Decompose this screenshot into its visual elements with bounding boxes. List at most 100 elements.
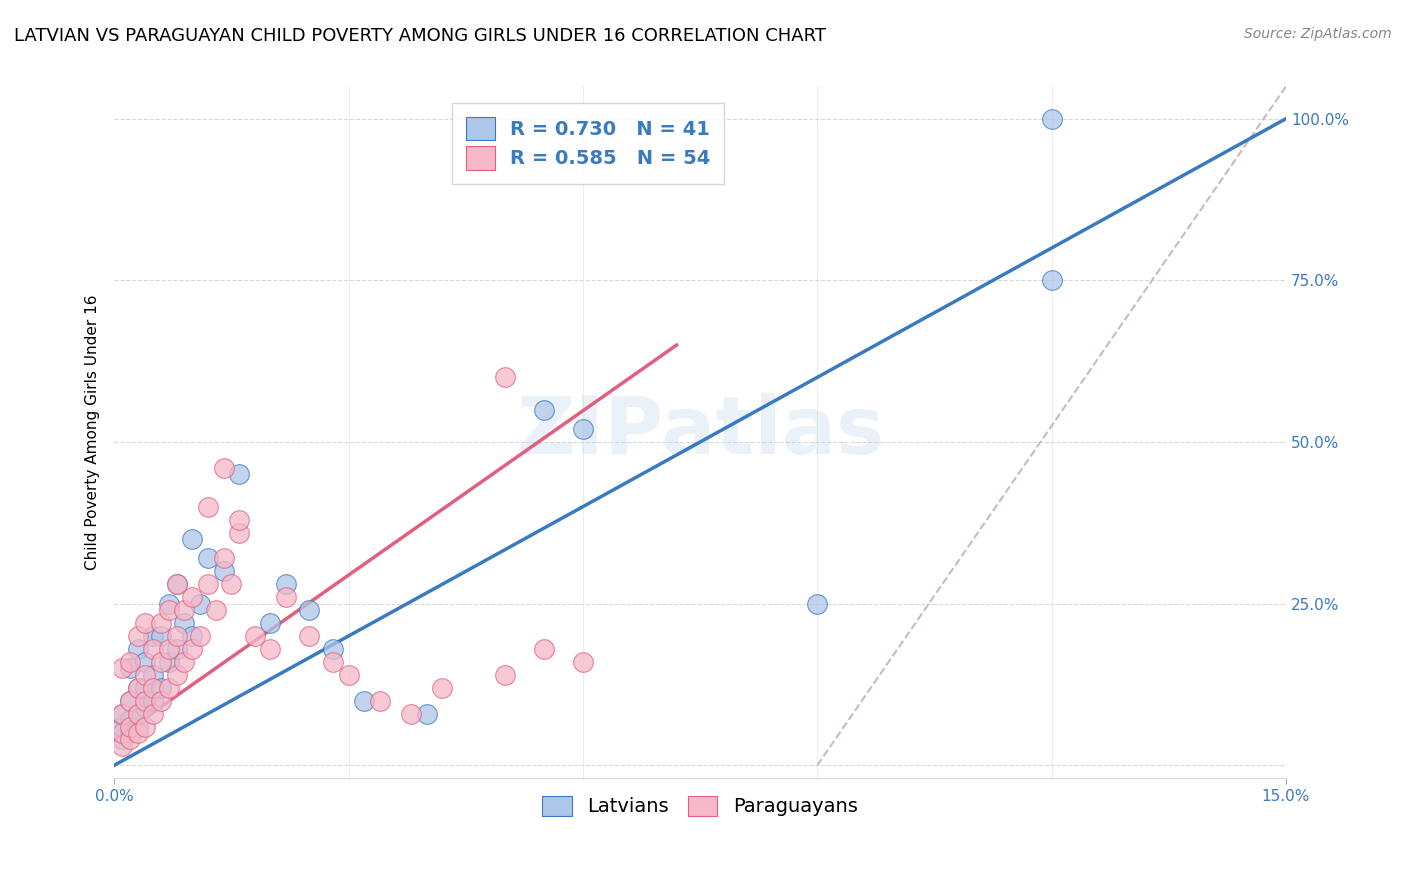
Point [197, 577, 219, 591]
Point [111, 719, 134, 733]
Point [166, 629, 188, 643]
Point [111, 739, 134, 753]
Point [166, 667, 188, 681]
Point [221, 577, 243, 591]
Point [274, 577, 297, 591]
Point [134, 693, 156, 707]
Point [322, 641, 344, 656]
Point [127, 681, 149, 695]
Point [259, 641, 281, 656]
Point [134, 667, 156, 681]
Text: Source: ZipAtlas.com: Source: ZipAtlas.com [1244, 27, 1392, 41]
Point [118, 693, 141, 707]
Point [111, 661, 134, 675]
Point [118, 693, 141, 707]
Point [533, 402, 555, 417]
Legend: Latvians, Paraguayans: Latvians, Paraguayans [534, 788, 866, 824]
Point [157, 603, 180, 617]
Point [572, 655, 595, 669]
Point [127, 629, 149, 643]
Point [111, 706, 134, 721]
Text: LATVIAN VS PARAGUAYAN CHILD POVERTY AMONG GIRLS UNDER 16 CORRELATION CHART: LATVIAN VS PARAGUAYAN CHILD POVERTY AMON… [14, 27, 827, 45]
Point [127, 706, 149, 721]
Point [204, 603, 226, 617]
Point [212, 461, 235, 475]
Point [142, 706, 165, 721]
Point [134, 681, 156, 695]
Point [399, 706, 422, 721]
Point [111, 732, 134, 747]
Point [127, 706, 149, 721]
Point [432, 681, 454, 695]
Point [134, 700, 156, 714]
Point [181, 629, 204, 643]
Point [150, 693, 173, 707]
Point [134, 616, 156, 631]
Point [274, 591, 297, 605]
Point [197, 551, 219, 566]
Point [166, 577, 188, 591]
Point [142, 667, 165, 681]
Point [228, 467, 250, 482]
Point [150, 616, 173, 631]
Point [181, 591, 204, 605]
Point [298, 629, 321, 643]
Point [111, 726, 134, 740]
Point [118, 719, 141, 733]
Y-axis label: Child Poverty Among Girls Under 16: Child Poverty Among Girls Under 16 [86, 294, 100, 570]
Point [494, 667, 516, 681]
Point [494, 370, 516, 384]
Point [166, 577, 188, 591]
Point [173, 603, 195, 617]
Point [243, 629, 266, 643]
Point [173, 616, 195, 631]
Point [127, 726, 149, 740]
Point [188, 629, 211, 643]
Point [181, 532, 204, 546]
Point [118, 661, 141, 675]
Point [118, 655, 141, 669]
Point [118, 732, 141, 747]
Point [157, 681, 180, 695]
Point [322, 655, 344, 669]
Point [533, 641, 555, 656]
Point [806, 597, 828, 611]
Point [212, 565, 235, 579]
Point [118, 726, 141, 740]
Point [142, 693, 165, 707]
Point [118, 713, 141, 727]
Point [173, 655, 195, 669]
Point [353, 693, 375, 707]
Point [134, 719, 156, 733]
Point [197, 500, 219, 514]
Point [228, 525, 250, 540]
Point [150, 629, 173, 643]
Point [157, 597, 180, 611]
Point [259, 616, 281, 631]
Point [337, 667, 360, 681]
Point [181, 641, 204, 656]
Point [127, 681, 149, 695]
Point [150, 681, 173, 695]
Point [150, 655, 173, 669]
Point [228, 513, 250, 527]
Point [127, 641, 149, 656]
Point [368, 693, 391, 707]
Point [157, 641, 180, 656]
Point [1040, 112, 1063, 126]
Point [142, 641, 165, 656]
Point [142, 629, 165, 643]
Point [188, 597, 211, 611]
Point [134, 655, 156, 669]
Point [111, 706, 134, 721]
Point [166, 641, 188, 656]
Point [298, 603, 321, 617]
Point [157, 655, 180, 669]
Text: ZIPatlas: ZIPatlas [516, 393, 884, 471]
Point [142, 681, 165, 695]
Point [127, 719, 149, 733]
Point [1040, 273, 1063, 287]
Point [572, 422, 595, 436]
Point [212, 551, 235, 566]
Point [415, 706, 437, 721]
